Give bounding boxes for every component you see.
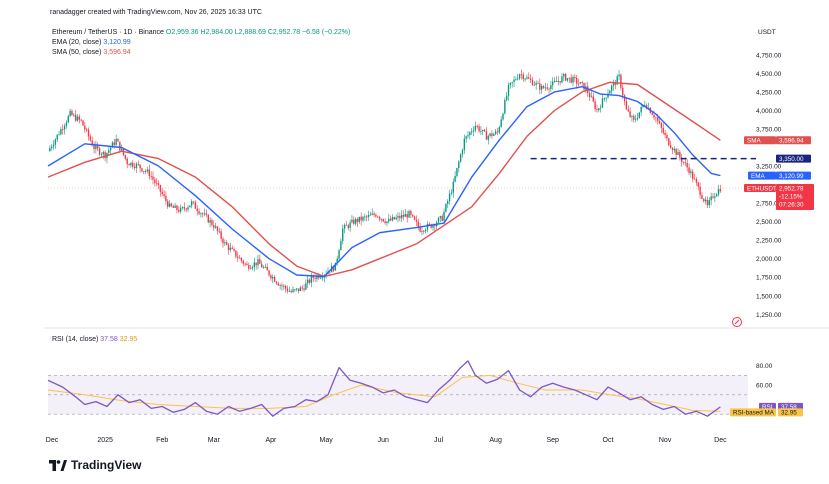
sma-legend[interactable]: SMA (50, close) 3,596.94 (52, 49, 131, 56)
rsi-legend-value: 37.58 (100, 336, 118, 343)
sma-legend-value: 3,596.94 (103, 49, 131, 56)
tradingview-logo-icon (49, 459, 67, 471)
tradingview-logo-text: TradingView (71, 458, 142, 472)
tradingview-logo[interactable]: TradingView (49, 458, 141, 472)
symbol-legend: Ethereum / TetherUS · 1D · Binance O2,95… (52, 29, 350, 36)
symbol-title[interactable]: Ethereum / TetherUS · 1D · Binance (52, 29, 164, 36)
chart-frame (44, 0, 829, 484)
sma-legend-label: SMA (50, close) (52, 49, 102, 56)
ema-legend-value: 3,120.99 (103, 39, 131, 46)
rsi-legend-label: RSI (14, close) (52, 336, 99, 343)
ema-legend-label: EMA (20, close) (52, 39, 102, 46)
ema-legend[interactable]: EMA (20, close) 3,120.99 (52, 39, 131, 46)
ohlc-values: O2,959.36 H2,984.00 L2,888.69 C2,952.78 … (165, 29, 351, 36)
rsi-ma-legend-value: 32.95 (119, 336, 138, 343)
rsi-legend[interactable]: RSI (14, close) 37.58 32.95 (52, 336, 137, 343)
creator-caption: ranadagger created with TradingView.com,… (50, 9, 262, 16)
